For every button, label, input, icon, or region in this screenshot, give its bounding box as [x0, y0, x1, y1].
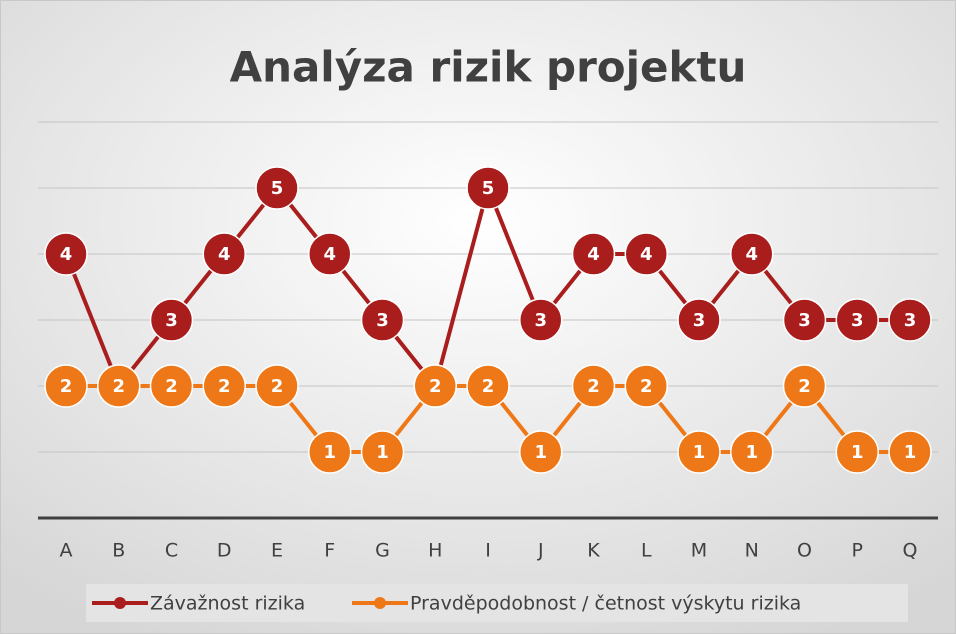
- x-tick-label: O: [797, 540, 812, 562]
- x-tick-label: E: [271, 540, 283, 562]
- data-label: 3: [376, 310, 389, 331]
- data-point: [97, 364, 141, 408]
- x-tick-label: G: [375, 540, 390, 562]
- x-tick-label: P: [852, 540, 863, 562]
- data-point: [413, 364, 457, 408]
- x-tick-label: B: [112, 540, 125, 562]
- data-point: [466, 166, 510, 210]
- data-label: 1: [904, 442, 917, 463]
- data-label: 1: [851, 442, 864, 463]
- data-point: [571, 364, 616, 408]
- data-point: [730, 232, 774, 276]
- data-point: [308, 430, 352, 474]
- data-label: 5: [482, 178, 495, 199]
- data-label: 1: [376, 442, 389, 463]
- x-tick-label: K: [587, 540, 600, 562]
- data-label: 3: [904, 310, 917, 331]
- data-label: 2: [218, 376, 231, 397]
- data-point: [624, 232, 668, 276]
- legend-marker: [114, 597, 126, 609]
- data-point: [677, 298, 721, 342]
- data-label: 3: [534, 310, 547, 331]
- x-tick-label: J: [537, 540, 544, 562]
- x-tick-label: A: [60, 540, 73, 562]
- data-point: [360, 298, 405, 342]
- data-label: 1: [534, 442, 547, 463]
- data-point: [44, 232, 88, 276]
- data-point: [519, 298, 563, 342]
- data-label: 1: [323, 442, 336, 463]
- data-point: [519, 430, 563, 474]
- x-tick-label: M: [691, 540, 707, 562]
- data-label: 3: [165, 310, 178, 331]
- data-point: [888, 430, 932, 474]
- data-label: 4: [745, 244, 758, 265]
- x-tick-label: H: [428, 540, 442, 562]
- data-point: [466, 364, 510, 408]
- data-point: [255, 364, 299, 408]
- legend-marker: [374, 597, 386, 609]
- data-point: [308, 232, 352, 276]
- chart-title: Analýza rizik projektu: [230, 43, 747, 92]
- x-tick-label: C: [165, 540, 178, 562]
- data-point: [149, 298, 194, 342]
- data-label: 2: [482, 376, 495, 397]
- data-label: 2: [60, 376, 73, 397]
- data-label: 4: [323, 244, 336, 265]
- data-label: 3: [693, 310, 706, 331]
- x-tick-label: F: [324, 540, 335, 562]
- data-label: 2: [798, 376, 811, 397]
- data-label: 2: [640, 376, 653, 397]
- data-point: [255, 166, 299, 210]
- data-point: [149, 364, 194, 408]
- data-label: 3: [851, 310, 864, 331]
- x-tick-label: Q: [903, 540, 918, 562]
- data-point: [835, 298, 879, 342]
- data-point: [571, 232, 616, 276]
- data-label: 5: [271, 178, 284, 199]
- data-label: 2: [112, 376, 125, 397]
- data-label: 4: [60, 244, 73, 265]
- x-tick-label: D: [217, 540, 232, 562]
- data-point: [202, 364, 246, 408]
- x-tick-label: L: [641, 540, 652, 562]
- legend-label: Závažnost rizika: [150, 593, 305, 615]
- data-label: 3: [798, 310, 811, 331]
- data-point: [730, 430, 774, 474]
- legend-label: Pravděpodobnost / četnost výskytu rizika: [410, 593, 801, 615]
- data-point: [677, 430, 721, 474]
- legend-box: [86, 584, 908, 622]
- data-label: 1: [693, 442, 706, 463]
- data-point: [624, 364, 668, 408]
- data-point: [782, 364, 827, 408]
- data-label: 2: [271, 376, 284, 397]
- data-label: 2: [587, 376, 600, 397]
- data-label: 2: [429, 376, 442, 397]
- x-tick-label: I: [485, 540, 491, 562]
- data-label: 1: [745, 442, 758, 463]
- data-label: 4: [218, 244, 231, 265]
- data-point: [782, 298, 827, 342]
- data-label: 4: [587, 244, 600, 265]
- data-label: 4: [640, 244, 653, 265]
- data-point: [44, 364, 88, 408]
- data-point: [835, 430, 879, 474]
- data-point: [360, 430, 405, 474]
- data-point: [888, 298, 932, 342]
- data-label: 2: [165, 376, 178, 397]
- data-point: [202, 232, 246, 276]
- x-tick-label: N: [745, 540, 759, 562]
